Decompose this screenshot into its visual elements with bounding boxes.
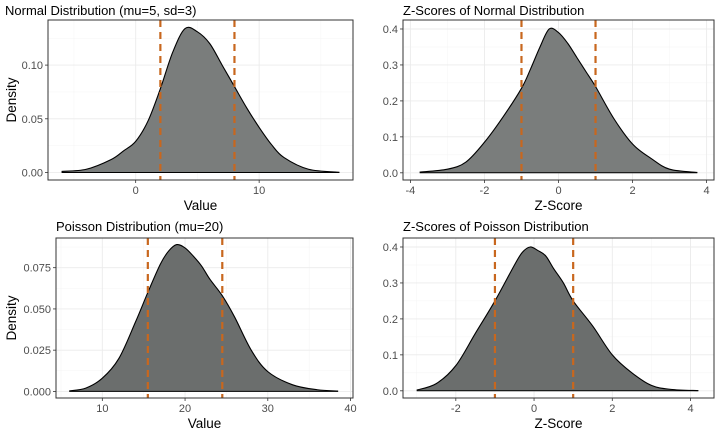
x-axis-title: Z-Score	[534, 416, 582, 431]
x-tick-label: 4	[704, 185, 710, 197]
x-tick-label: 40	[344, 403, 356, 415]
y-tick-label: 0.00	[22, 167, 43, 179]
x-axis-title: Value	[188, 416, 222, 431]
chart-title: Z-Scores of Poisson Distribution	[403, 219, 589, 234]
density-area	[61, 27, 340, 173]
y-tick-label: 0.050	[23, 304, 51, 316]
density-curve	[416, 246, 699, 392]
y-tick-label: 0.1	[383, 350, 398, 362]
x-tick-label: 10	[96, 403, 108, 415]
chart-title: Poisson Distribution (mu=20)	[56, 219, 223, 234]
panel-1: 0 10 0.00 0.05 0.10 Normal Distribution (mu=5…	[4, 3, 354, 213]
y-tick-label: 0.025	[23, 345, 51, 357]
x-axis-title: Value	[184, 198, 218, 213]
x-axis-title: Z-Score	[534, 198, 582, 213]
y-axis-title: Density	[4, 295, 19, 340]
chart-title: Normal Distribution (mu=5, sd=3)	[5, 3, 196, 18]
y-tick-label: 0.000	[23, 386, 51, 398]
y-tick-label: 0.10	[22, 60, 43, 72]
panel-2: -4 -2 0 2 4 0.0 0.1 0.2 0.3 0.4 Z-Scores of Normal…	[383, 3, 715, 213]
x-tick-label: 10	[253, 185, 265, 197]
x-tick-label: 2	[609, 403, 615, 415]
x-tick-label: -4	[406, 185, 416, 197]
y-tick-label: 0.4	[383, 24, 398, 36]
density-area	[416, 246, 699, 391]
panel-border	[55, 237, 354, 399]
y-tick-label: 0.0	[383, 386, 398, 398]
y-axis-title: Density	[4, 77, 19, 122]
y-tick-label: 0.3	[383, 278, 398, 290]
x-tick-label: 0	[555, 185, 561, 197]
panel-4: -2 0 2 4 0.0 0.1 0.2 0.3 0.4 Z-Scores of Poisson …	[383, 219, 715, 431]
density-area	[69, 244, 339, 392]
x-tick-label: -2	[480, 185, 490, 197]
y-tick-label: 0.4	[383, 242, 398, 254]
x-tick-label: 0	[531, 403, 537, 415]
y-tick-label: 0.1	[383, 132, 398, 144]
x-tick-label: 0	[133, 185, 139, 197]
panel-3: 10 20 30 40 0.000 0.025 0.050 0.075 Poisson Dist…	[4, 219, 357, 431]
panel-border	[402, 237, 715, 399]
y-tick-label: 0.0	[383, 168, 398, 180]
x-tick-label: 20	[179, 403, 191, 415]
y-tick-label: 0.2	[383, 314, 398, 326]
density-curve	[61, 26, 340, 173]
x-tick-label: 2	[629, 185, 635, 197]
y-tick-label: 0.075	[23, 263, 51, 275]
density-curve	[419, 27, 698, 173]
y-tick-label: 0.05	[22, 114, 43, 126]
y-tick-label: 0.3	[383, 60, 398, 72]
chart-title: Z-Scores of Normal Distribution	[403, 3, 584, 18]
density-curve	[69, 243, 339, 392]
x-tick-label: 4	[687, 403, 693, 415]
x-tick-label: -2	[451, 403, 461, 415]
x-tick-label: 30	[262, 403, 274, 415]
y-tick-label: 0.2	[383, 96, 398, 108]
panel-border	[47, 19, 354, 181]
